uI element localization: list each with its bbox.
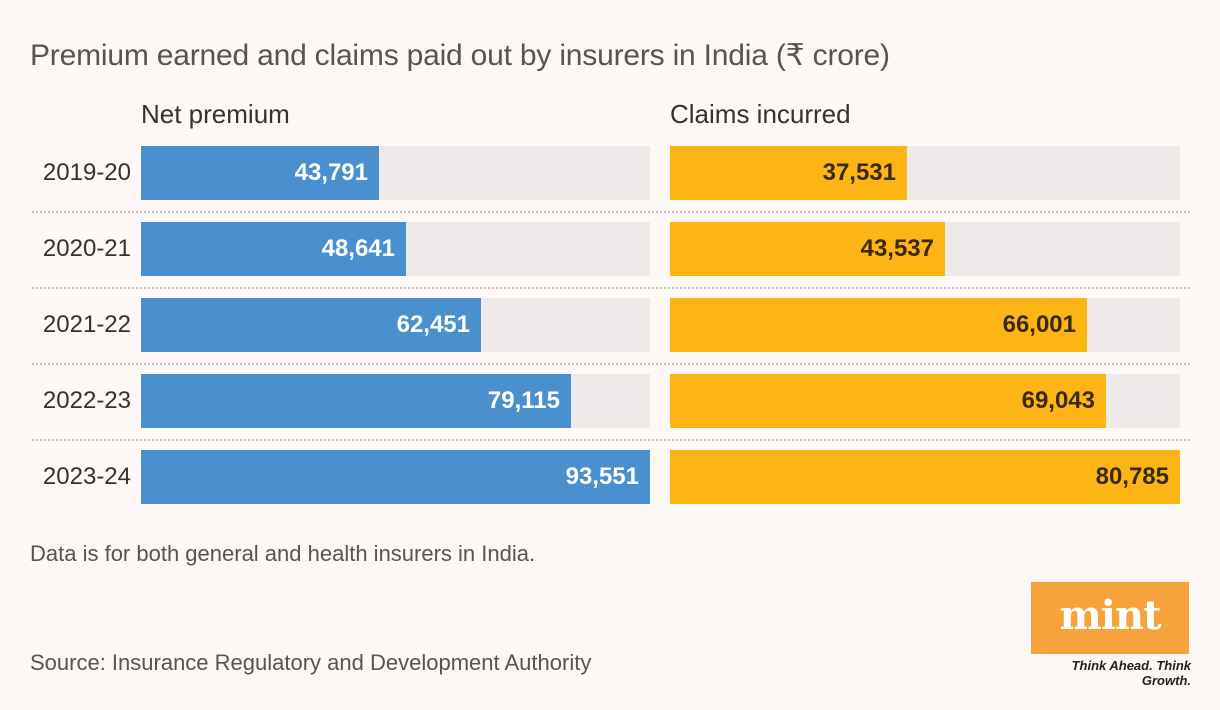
bar-track-claims-incurred-2021-22: 66,001 bbox=[670, 298, 1180, 352]
mint-logo: mint bbox=[1031, 582, 1189, 654]
bar-track-net-premium-2023-24: 93,551 bbox=[141, 450, 650, 504]
series-label-claims-incurred: Claims incurred bbox=[670, 99, 851, 129]
category-label-2023-24: 2023-24 bbox=[42, 463, 131, 490]
bar-track-net-premium-2019-20: 43,791 bbox=[141, 146, 650, 200]
value-label-claims-incurred-2021-22: 66,001 bbox=[1002, 311, 1076, 338]
value-label-net-premium-2023-24: 93,551 bbox=[565, 463, 639, 490]
mint-logo-text: mint bbox=[1059, 592, 1161, 639]
row-divider bbox=[32, 439, 1190, 441]
chart-title: Premium earned and claims paid out by in… bbox=[30, 39, 890, 72]
value-label-net-premium-2019-20: 43,791 bbox=[294, 159, 368, 186]
row-divider bbox=[32, 211, 1190, 213]
bar-claims-incurred-2023-24 bbox=[670, 450, 1180, 504]
value-label-net-premium-2020-21: 48,641 bbox=[321, 235, 395, 262]
mint-tagline: Think Ahead. Think Growth. bbox=[1071, 658, 1191, 688]
category-label-2019-20: 2019-20 bbox=[42, 159, 131, 186]
bar-net-premium-2023-24 bbox=[141, 450, 650, 504]
bar-track-claims-incurred-2023-24: 80,785 bbox=[670, 450, 1180, 504]
value-label-net-premium-2021-22: 62,451 bbox=[396, 311, 470, 338]
chart-source: Source: Insurance Regulatory and Develop… bbox=[30, 650, 592, 675]
value-label-claims-incurred-2023-24: 80,785 bbox=[1095, 463, 1169, 490]
value-label-claims-incurred-2019-20: 37,531 bbox=[822, 159, 896, 186]
bar-track-net-premium-2021-22: 62,451 bbox=[141, 298, 650, 352]
bar-track-claims-incurred-2019-20: 37,531 bbox=[670, 146, 1180, 200]
bar-net-premium-2020-21 bbox=[141, 222, 406, 276]
row-divider bbox=[32, 363, 1190, 365]
bar-track-claims-incurred-2022-23: 69,043 bbox=[670, 374, 1180, 428]
bar-claims-incurred-2021-22 bbox=[670, 298, 1087, 352]
value-label-claims-incurred-2020-21: 43,537 bbox=[860, 235, 934, 262]
bar-claims-incurred-2020-21 bbox=[670, 222, 945, 276]
bar-net-premium-2019-20 bbox=[141, 146, 379, 200]
chart-note: Data is for both general and health insu… bbox=[30, 541, 536, 566]
category-label-2021-22: 2021-22 bbox=[42, 311, 131, 338]
bar-net-premium-2021-22 bbox=[141, 298, 481, 352]
bar-track-net-premium-2022-23: 79,115 bbox=[141, 374, 650, 428]
bar-claims-incurred-2022-23 bbox=[670, 374, 1106, 428]
bar-claims-incurred-2019-20 bbox=[670, 146, 907, 200]
value-label-net-premium-2022-23: 79,115 bbox=[487, 387, 560, 414]
bar-track-net-premium-2020-21: 48,641 bbox=[141, 222, 650, 276]
row-divider bbox=[32, 287, 1190, 289]
value-label-claims-incurred-2022-23: 69,043 bbox=[1021, 387, 1095, 414]
series-label-net-premium: Net premium bbox=[141, 99, 290, 129]
category-label-2022-23: 2022-23 bbox=[42, 387, 131, 414]
bar-track-claims-incurred-2020-21: 43,537 bbox=[670, 222, 1180, 276]
bar-net-premium-2022-23 bbox=[141, 374, 571, 428]
category-label-2020-21: 2020-21 bbox=[42, 235, 131, 262]
